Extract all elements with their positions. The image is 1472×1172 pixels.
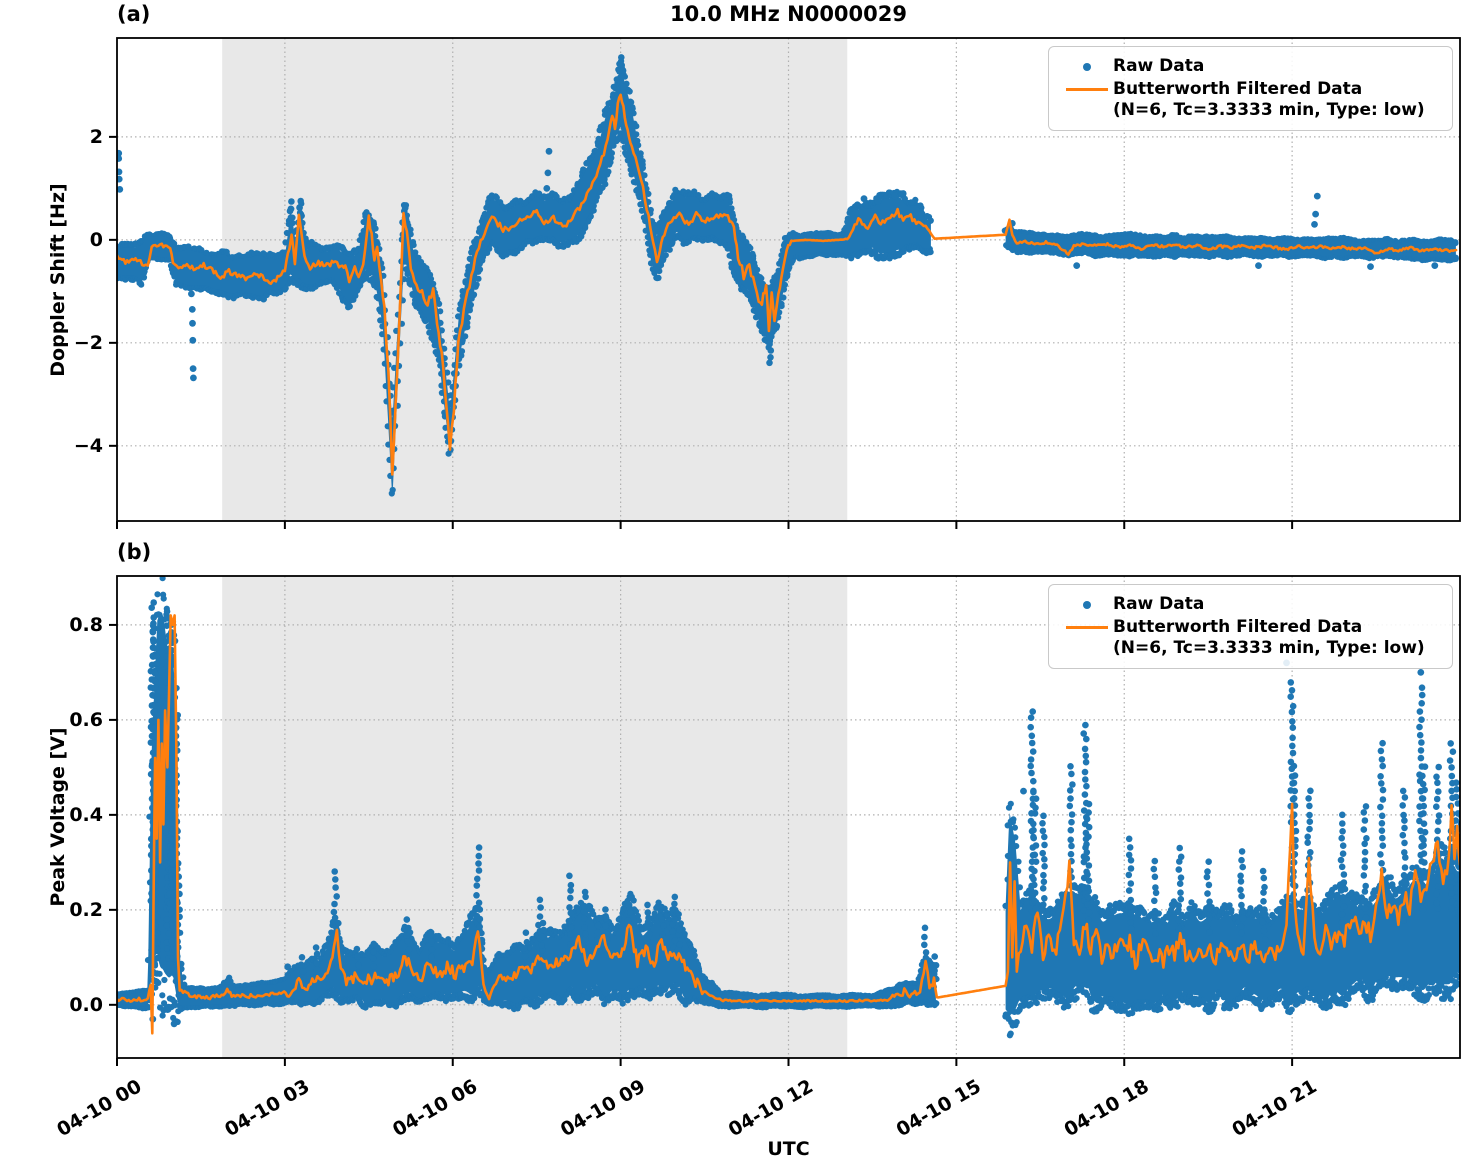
x-tick-label: 04-10 18 bbox=[1060, 1075, 1152, 1141]
x-tick-label: 04-10 00 bbox=[53, 1075, 145, 1141]
data-area bbox=[117, 54, 1459, 497]
legend-raw-label: Raw Data bbox=[1113, 594, 1205, 614]
legend-item-filtered: Butterworth Filtered Data (N=6, Tc=3.333… bbox=[1061, 79, 1442, 121]
y-tick-label: 0.6 bbox=[69, 709, 103, 731]
x-tick-label: 04-10 15 bbox=[893, 1075, 985, 1141]
filtered-line bbox=[117, 93, 1458, 476]
raw-data-marker bbox=[1061, 594, 1113, 615]
x-tick-label: 04-10 12 bbox=[725, 1075, 817, 1141]
legend-item-filtered: Butterworth Filtered Data (N=6, Tc=3.333… bbox=[1061, 617, 1442, 659]
legend-item-raw: Raw Data bbox=[1061, 56, 1442, 77]
x-tick-label: 04-10 09 bbox=[557, 1075, 649, 1141]
tick-marks bbox=[109, 623, 1294, 1066]
y-tick-label: 2 bbox=[90, 126, 103, 148]
legend-panel-a: Raw Data Butterworth Filtered Data (N=6,… bbox=[1048, 46, 1453, 131]
figure-title: 10.0 MHz N0000029 bbox=[670, 2, 907, 26]
panel-a-tag: (a) bbox=[117, 2, 151, 26]
raw-data-outliers bbox=[117, 147, 1439, 382]
tick-marks bbox=[109, 135, 1294, 529]
raw-data-marker bbox=[1061, 56, 1113, 77]
filtered-line bbox=[117, 614, 1460, 1035]
filtered-line-marker bbox=[1061, 79, 1113, 100]
y-tick-label: 0 bbox=[90, 229, 103, 251]
panel-(a): 2 0 −2 −4 bbox=[74, 37, 1461, 529]
legend-filtered-label: Butterworth Filtered Data (N=6, Tc=3.333… bbox=[1113, 617, 1425, 658]
y-tick-label: 0.2 bbox=[69, 899, 103, 921]
x-tick-label: 04-10 03 bbox=[221, 1075, 313, 1141]
legend-panel-b: Raw Data Butterworth Filtered Data (N=6,… bbox=[1048, 584, 1453, 669]
legend-raw-label: Raw Data bbox=[1113, 56, 1205, 76]
filtered-line-marker bbox=[1061, 617, 1113, 638]
panel-b-tag: (b) bbox=[117, 540, 152, 564]
y-tick-label: 0.8 bbox=[69, 614, 103, 636]
x-axis-label: UTC bbox=[767, 1138, 810, 1160]
data-area bbox=[117, 576, 1460, 1039]
y-axis-label-doppler: Doppler Shift [Hz] bbox=[47, 183, 69, 377]
y-axis-label-voltage: Peak Voltage [V] bbox=[47, 727, 69, 907]
y-tick-label: −2 bbox=[74, 332, 103, 354]
legend-item-raw: Raw Data bbox=[1061, 594, 1442, 615]
y-tick-label: −4 bbox=[74, 435, 103, 457]
legend-filtered-label: Butterworth Filtered Data (N=6, Tc=3.333… bbox=[1113, 79, 1425, 120]
y-tick-label: 0.0 bbox=[69, 994, 103, 1016]
x-tick-label: 04-10 06 bbox=[389, 1075, 481, 1141]
y-tick-label: 0.4 bbox=[69, 804, 103, 826]
x-tick-label: 04-10 21 bbox=[1228, 1075, 1320, 1141]
